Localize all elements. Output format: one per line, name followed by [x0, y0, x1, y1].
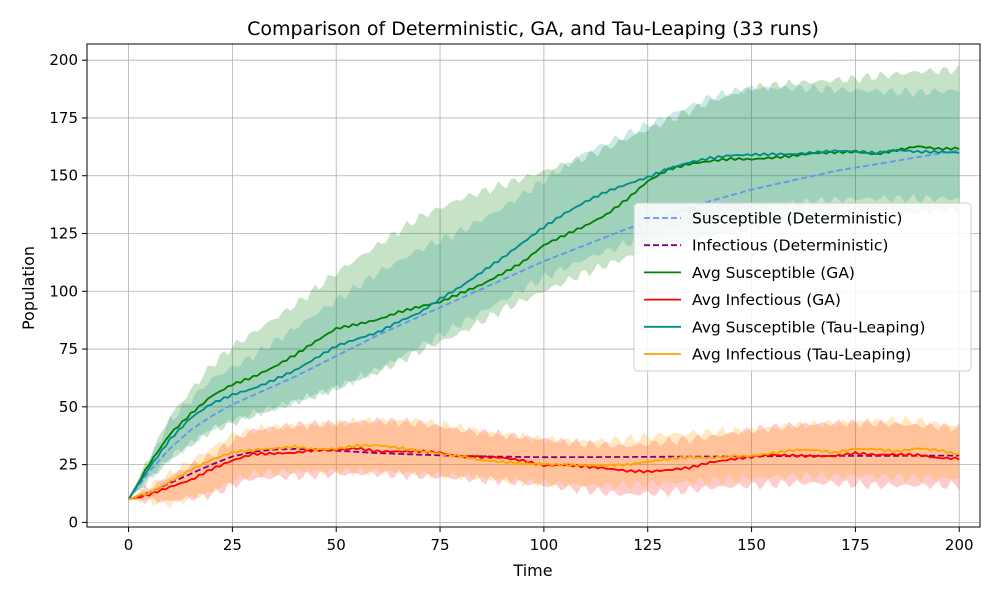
x-tick-label: 125 — [633, 536, 662, 554]
y-tick-label: 100 — [49, 282, 78, 300]
legend-label: Avg Infectious (Tau-Leaping) — [692, 346, 911, 364]
y-tick-label: 75 — [59, 340, 78, 358]
y-tick-label: 125 — [49, 225, 78, 243]
y-axis-label: Population — [19, 246, 38, 330]
x-tick-label: 25 — [223, 536, 242, 554]
legend-label: Avg Susceptible (Tau-Leaping) — [692, 318, 925, 336]
x-axis-label: Time — [512, 561, 552, 580]
y-tick-label: 175 — [49, 109, 78, 127]
x-tick-label: 175 — [841, 536, 870, 554]
legend-label: Susceptible (Deterministic) — [692, 210, 902, 228]
x-tick-label: 200 — [945, 536, 974, 554]
legend: Susceptible (Deterministic) Infectious (D… — [634, 203, 971, 371]
legend-label: Avg Infectious (GA) — [692, 291, 841, 309]
legend-label: Avg Susceptible (GA) — [692, 264, 855, 282]
x-tick-label: 75 — [430, 536, 449, 554]
x-tick-label: 150 — [737, 536, 766, 554]
y-tick-label: 0 — [68, 513, 78, 531]
y-tick-label: 200 — [49, 51, 78, 69]
y-tick-label: 50 — [59, 398, 78, 416]
x-tick-label: 100 — [530, 536, 559, 554]
y-tick-label: 150 — [49, 167, 78, 185]
x-tick-label: 50 — [327, 536, 346, 554]
legend-label: Infectious (Deterministic) — [692, 237, 888, 255]
chart-title: Comparison of Deterministic, GA, and Tau… — [247, 18, 819, 40]
x-tick-label: 0 — [124, 536, 134, 554]
y-tick-label: 25 — [59, 456, 78, 474]
